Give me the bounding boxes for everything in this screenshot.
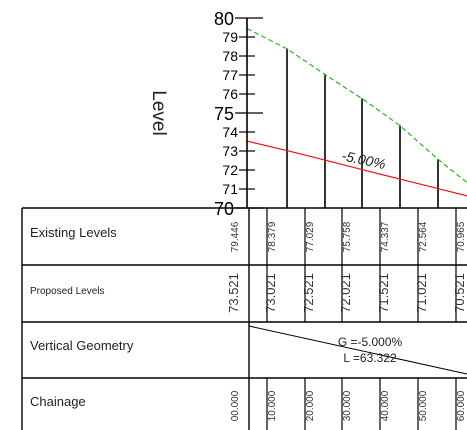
- existing-level-value: 79.446: [230, 221, 241, 252]
- proposed-level-value: 72.021: [338, 273, 353, 313]
- proposed-level-value: 71.021: [414, 273, 429, 313]
- row-label-chainage: Chainage: [30, 394, 86, 409]
- profile-area: [246, 27, 467, 208]
- axis-tick-label: 72: [222, 162, 238, 178]
- geometry-grade-text: G =-5.000%: [338, 335, 403, 349]
- axis-tick-label: 80: [214, 9, 234, 29]
- grade-label: -5.00%: [340, 147, 387, 172]
- axis-tick-label: 75: [214, 104, 234, 124]
- proposed-point: [324, 159, 326, 161]
- existing-point: [437, 158, 439, 161]
- existing-level-value: 77.029: [305, 221, 316, 252]
- axis-tick-label: 76: [222, 86, 238, 102]
- row-label-existing: Existing Levels: [30, 225, 117, 240]
- geometry-grade-line: [248, 325, 467, 375]
- existing-level-value: 78.379: [267, 221, 278, 252]
- existing-point: [324, 73, 326, 76]
- axis-tick-label: 79: [222, 29, 238, 45]
- chainage-value: 30.000: [342, 390, 353, 421]
- proposed-point: [437, 187, 439, 190]
- existing-level-value: 72.564: [418, 221, 429, 252]
- proposed-level-value: 72.521: [301, 273, 316, 313]
- proposed-level-value: 73.021: [263, 273, 278, 313]
- axis-tick-label: 74: [222, 124, 238, 140]
- chainage-value: 20.000: [305, 390, 316, 421]
- axis-title: Level: [148, 90, 169, 135]
- axis-tick-label: 77: [222, 67, 238, 83]
- axis-tick-label: 78: [222, 48, 238, 64]
- axis-tick-label: 73: [222, 143, 238, 159]
- proposed-point: [286, 149, 288, 152]
- proposed-level-value: 71.521: [376, 273, 391, 313]
- existing-point: [399, 124, 401, 127]
- geometry-length-text: L =63.322: [343, 351, 397, 365]
- proposed-level-value: 73.521: [226, 273, 241, 313]
- chainage-value: 60.000: [456, 390, 467, 421]
- proposed-level-value: 70.521: [452, 273, 467, 313]
- section-table: Existing Levels Proposed Levels Vertical G…: [21, 207, 467, 430]
- proposed-point: [399, 178, 401, 180]
- existing-point: [286, 47, 288, 50]
- existing-level-value: 70.965: [456, 221, 467, 252]
- existing-level-value: 75.758: [342, 221, 353, 252]
- existing-point: [361, 97, 363, 100]
- chainage-value: 40.000: [380, 390, 391, 421]
- axis-tick-label: 71: [222, 181, 238, 197]
- chainage-value: 10.000: [267, 390, 278, 421]
- chainage-value: 50.000: [418, 390, 429, 421]
- row-label-geometry: Vertical Geometry: [30, 338, 134, 353]
- row-label-proposed: Proposed Levels: [30, 286, 105, 297]
- existing-level-value: 74.337: [380, 221, 391, 252]
- chainage-value: 00.000: [230, 390, 241, 421]
- axis-tick-label: 70: [214, 199, 234, 219]
- proposed-point: [361, 168, 363, 171]
